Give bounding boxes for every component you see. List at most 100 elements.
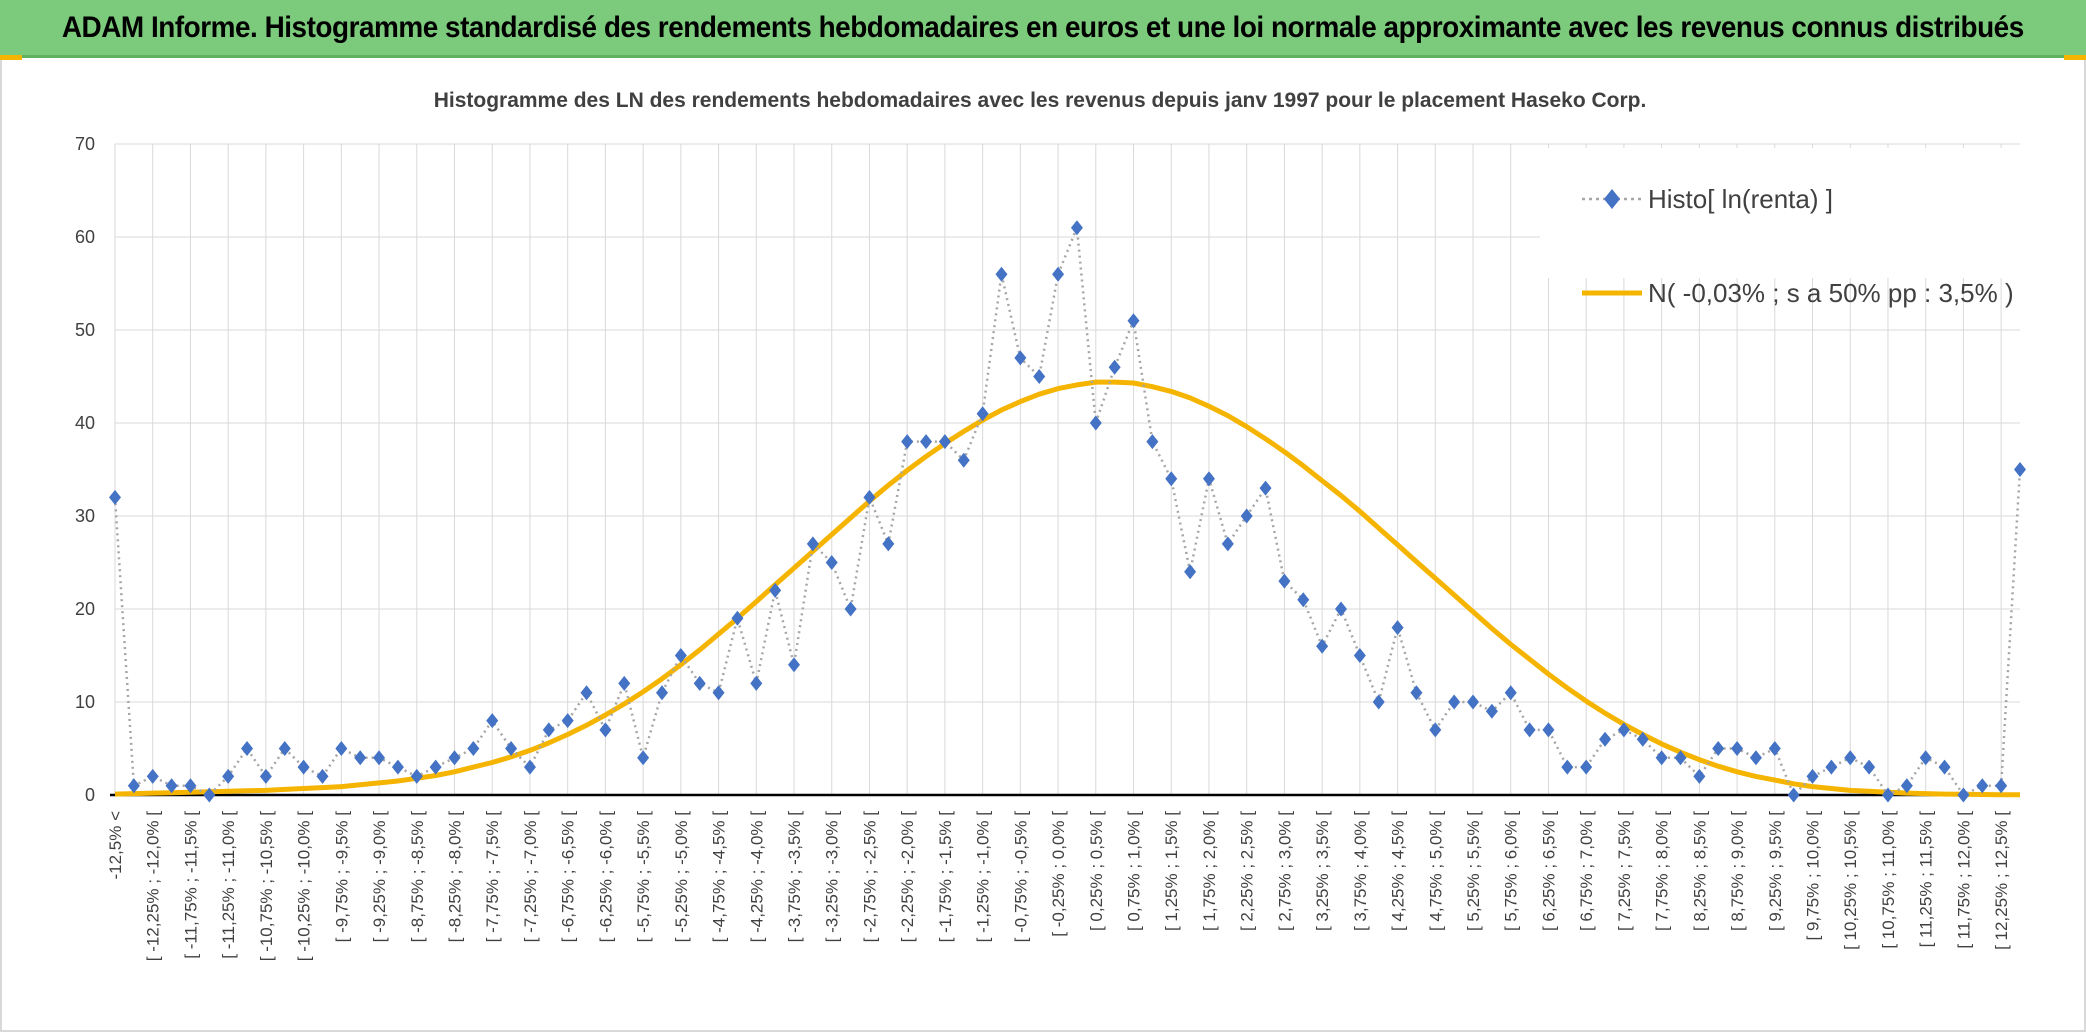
histogram-point (1108, 359, 1121, 375)
legend-box (1540, 148, 2060, 278)
histogram-point (882, 536, 895, 552)
histogram-point (410, 768, 423, 784)
x-tick-label: [ -0,75% ; -0,5% [ (1011, 811, 1030, 943)
histogram-point (391, 759, 404, 775)
histogram-point (769, 582, 782, 598)
x-tick-label: [ 5,75% ; 6,0% [ (1502, 811, 1521, 931)
histogram-point (1636, 731, 1649, 747)
histogram-series (109, 220, 2026, 803)
x-tick-label: [ 2,25% ; 2,5% [ (1238, 811, 1257, 931)
histogram-point (1297, 592, 1310, 608)
x-tick-label: [ 1,25% ; 1,5% [ (1162, 811, 1181, 931)
histogram-point (995, 266, 1008, 282)
histogram-point (1334, 601, 1347, 617)
y-tick-label: 20 (75, 599, 95, 619)
histogram-point (373, 750, 386, 766)
x-tick-label: [ -3,75% ; -3,5% [ (785, 811, 804, 943)
normal-curve-line (114, 379, 2021, 798)
histogram-point (259, 768, 272, 784)
y-tick-label: 0 (85, 785, 95, 805)
histogram-point (1787, 787, 1800, 803)
x-tick-label: [ -10,25% ; -10,0% [ (295, 811, 314, 962)
histogram-point (335, 741, 348, 756)
histogram-point (731, 610, 744, 626)
histogram-point (655, 685, 668, 701)
x-tick-label: [ 8,25% ; 8,5% [ (1690, 811, 1709, 931)
histogram-point (1448, 694, 1461, 710)
x-tick-label: [ -1,75% ; -1,5% [ (936, 811, 955, 943)
histogram-point (127, 778, 140, 794)
x-tick-label: -12,5% < (106, 811, 125, 880)
y-tick-label: 60 (75, 227, 95, 247)
histogram-point (222, 768, 235, 784)
x-tick-label: [ -12,25% ; -12,0% [ (144, 811, 163, 962)
histogram-point (1240, 508, 1253, 524)
x-tick-label: [ -4,25% ; -4,0% [ (747, 811, 766, 943)
legend-histo-label: Histo[ ln(renta) ] (1648, 184, 1833, 214)
histogram-point (806, 536, 819, 552)
histogram-point (1731, 741, 1744, 756)
histogram-point (825, 555, 838, 570)
histogram-point (2014, 462, 2026, 477)
histogram-point (278, 741, 291, 756)
x-tick-label: [ 4,25% ; 4,5% [ (1389, 811, 1408, 931)
histogram-point (1957, 787, 1970, 803)
histogram-point (1070, 220, 1083, 236)
histogram-point (1863, 759, 1876, 775)
x-tick-label: [ -6,75% ; -6,5% [ (559, 811, 578, 943)
x-tick-label: [ 6,75% ; 7,0% [ (1577, 811, 1596, 931)
histogram-point (184, 778, 197, 794)
histogram-point (146, 768, 159, 784)
histogram-point (580, 685, 593, 701)
histogram-point (467, 741, 480, 756)
x-tick-label: [ -9,25% ; -9,0% [ (370, 811, 389, 943)
normal-curve-series (114, 379, 2021, 798)
x-tick-label: [ -4,75% ; -4,5% [ (710, 811, 729, 943)
histogram-point (1749, 750, 1762, 766)
histogram-line (113, 227, 2022, 798)
histogram-point (712, 685, 725, 701)
histogram-point (1693, 768, 1706, 784)
y-axis-ticks: 0 10 20 30 40 50 60 70 (75, 134, 95, 805)
x-tick-label: [ 9,75% ; 10,0% [ (1804, 811, 1823, 941)
x-tick-label: [ -3,25% ; -3,0% [ (823, 811, 842, 943)
histogram-point (203, 787, 216, 803)
x-tick-label: [ -2,25% ; -2,0% [ (898, 811, 917, 943)
x-tick-label: [ 3,25% ; 3,5% [ (1313, 811, 1332, 931)
x-tick-label: [ -1,25% ; -1,0% [ (974, 811, 993, 943)
x-tick-label: [ 6,25% ; 6,5% [ (1539, 811, 1558, 931)
histogram-point (1485, 703, 1498, 719)
histogram-point (1504, 685, 1517, 701)
legend: Histo[ ln(renta) ] N( -0,03% ; s a 50% p… (1540, 148, 2060, 308)
x-tick-label: [ 5,25% ; 5,5% [ (1464, 811, 1483, 931)
x-tick-label: [ -8,25% ; -8,0% [ (446, 811, 465, 943)
histogram-point (1184, 564, 1197, 580)
histogram-point (957, 452, 970, 468)
x-tick-label: [ -7,75% ; -7,5% [ (483, 811, 502, 943)
y-tick-label: 10 (75, 692, 95, 712)
histogram-point (561, 713, 574, 729)
histogram-point (448, 750, 461, 766)
histogram-point (693, 675, 706, 691)
histogram-point (920, 434, 933, 450)
x-tick-label: [ 2,75% ; 3,0% [ (1275, 811, 1294, 931)
histogram-point (1523, 722, 1536, 738)
histogram-point (1278, 573, 1291, 589)
histogram-point (1561, 759, 1574, 775)
x-tick-label: [ -9,75% ; -9,5% [ (332, 811, 351, 943)
y-tick-label: 40 (75, 413, 95, 433)
corner-accent-left (0, 55, 22, 60)
histogram-point (505, 741, 518, 756)
histogram-point (1768, 741, 1781, 756)
histogram-point (1919, 750, 1932, 766)
x-tick-label: [ -5,25% ; -5,0% [ (672, 811, 691, 943)
x-axis-categories: -12,5% < [ -12,25% ; -12,0% [ [ -11,75% ; … (106, 811, 2011, 962)
y-tick-label: 70 (75, 134, 95, 154)
histogram-point (1617, 722, 1630, 738)
histogram-point (674, 648, 687, 663)
x-tick-label: [ -11,75% ; -11,5% [ (181, 811, 200, 959)
histogram-point (1655, 750, 1668, 766)
x-tick-label: [ 7,25% ; 7,5% [ (1615, 811, 1634, 931)
histogram-point (1806, 768, 1819, 784)
x-tick-label: [ -10,75% ; -10,5% [ (257, 811, 276, 962)
